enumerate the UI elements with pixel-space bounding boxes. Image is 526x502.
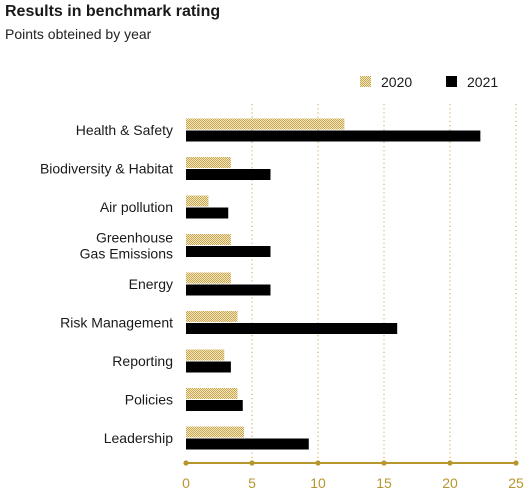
legend-label-2021: 2021 [467,74,498,90]
x-tick-label-20: 20 [442,475,458,491]
category-label-6: Reporting [112,353,173,369]
category-label-3: Greenhouse Gas Emissions [80,230,174,262]
bar-2021-8 [186,438,309,450]
category-label-0: Health & Safety [76,122,173,138]
category-label-1: Biodiversity & Habitat [40,161,173,177]
bar-2021-4 [186,284,271,296]
bar-2020-4 [186,272,231,284]
bar-2021-3 [186,246,271,257]
legend-label-2020: 2020 [381,74,412,90]
x-tick-label-5: 5 [248,475,256,491]
bar-2021-1 [186,169,271,180]
category-labels: Health & Safety Biodiversity & Habitat Air… [40,122,173,446]
x-tick-dot-25 [513,460,519,466]
category-label-2: Air pollution [100,199,173,215]
legend-swatch-2020 [360,76,371,87]
x-tick-dot-15 [381,460,387,466]
bar-2020-3 [186,234,231,245]
bar-2021-5 [186,323,398,334]
x-tick-label-25: 25 [508,475,524,491]
bar-2021-2 [186,207,229,219]
category-label-5: Risk Management [60,315,173,331]
x-tick-label-0: 0 [182,475,190,491]
bar-2020-5 [186,311,238,322]
category-label-7: Policies [125,392,173,408]
x-axis: 0 5 10 15 20 25 [182,460,524,491]
bar-2020-8 [186,426,245,438]
legend: 2020 2021 [360,74,498,90]
chart-title: Results in benchmark rating [5,3,221,20]
category-label-8: Leadership [104,430,173,446]
x-tick-dot-5 [249,460,255,466]
x-tick-dot-20 [447,460,453,466]
x-tick-dot-10 [315,460,321,466]
bar-2020-6 [186,349,225,361]
chart-subtitle: Points obteined by year [5,26,152,42]
x-tick-dot-0 [183,460,189,466]
bar-2021-6 [186,361,231,373]
bar-2021-7 [186,400,243,411]
bar-2021-0 [186,130,481,142]
bar-2020-2 [186,195,209,207]
x-tick-label-10: 10 [310,475,326,491]
bar-2020-1 [186,157,231,168]
bar-2020-0 [186,118,345,130]
bars [186,118,481,450]
legend-swatch-2021 [446,76,457,87]
bar-2020-7 [186,388,238,399]
grid-lines [251,104,517,463]
category-label-4: Energy [129,276,173,292]
x-tick-label-15: 15 [376,475,392,491]
